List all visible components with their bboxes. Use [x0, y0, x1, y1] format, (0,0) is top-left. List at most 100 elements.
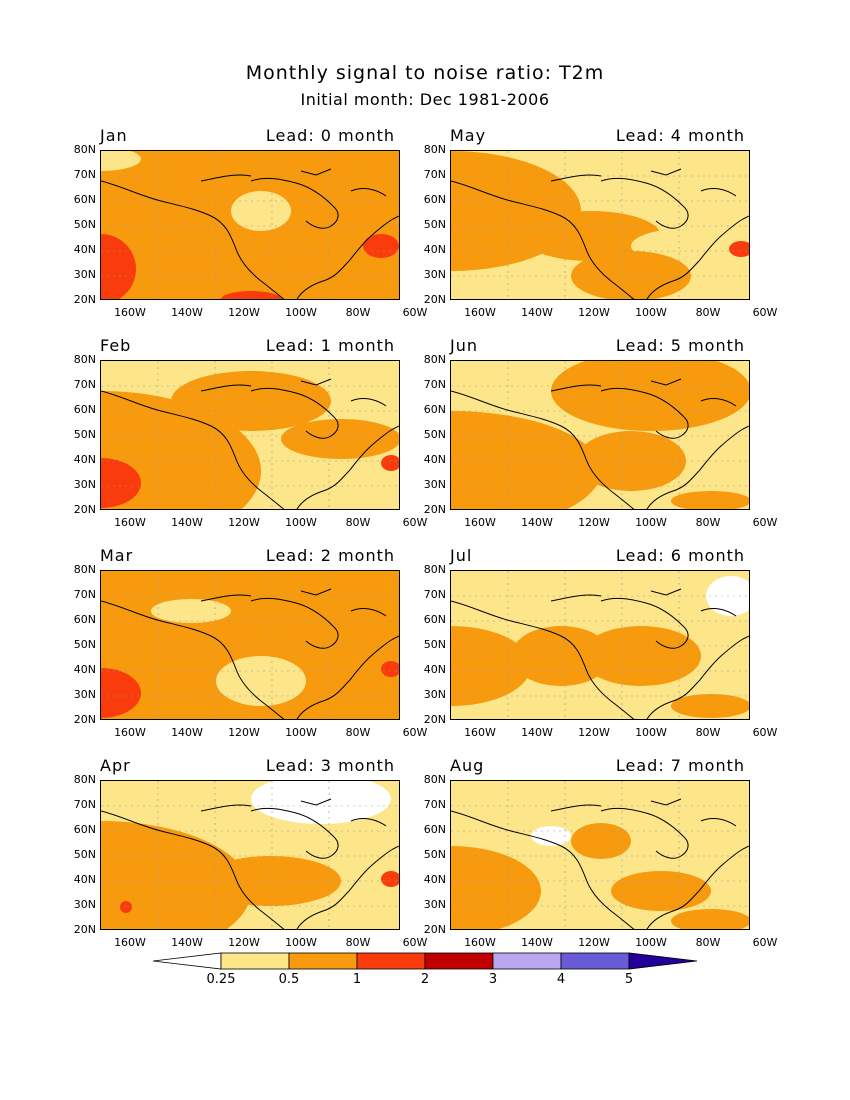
lon-tick-label: 100W: [285, 516, 317, 529]
lon-tick-label: 120W: [578, 306, 610, 319]
map-contour-region: [171, 371, 331, 431]
map-contour-region: [381, 661, 399, 677]
lon-tick-label: 140W: [171, 936, 203, 949]
lat-tick-label: 20N: [73, 923, 96, 936]
lon-tick-label: 160W: [114, 726, 146, 739]
lon-tick-label: 160W: [464, 306, 496, 319]
lon-tick-label: 160W: [464, 516, 496, 529]
map-contour-region: [521, 211, 661, 261]
lon-tick-label: 120W: [578, 726, 610, 739]
lat-tick-label: 50N: [423, 848, 446, 861]
lat-tick-label: 40N: [73, 873, 96, 886]
lon-tick-label: 60W: [752, 726, 778, 739]
map-contour-region: [571, 823, 631, 859]
colorbar-label: 3: [488, 972, 498, 987]
lat-tick-label: 50N: [423, 638, 446, 651]
lat-tick-label: 80N: [423, 773, 446, 786]
map-panel: [450, 150, 750, 300]
lat-tick-label: 40N: [423, 243, 446, 256]
lat-tick-label: 70N: [73, 588, 96, 601]
lon-tick-label: 80W: [345, 936, 371, 949]
lon-tick-label: 140W: [171, 306, 203, 319]
lon-tick-label: 60W: [402, 306, 428, 319]
lon-tick-label: 120W: [578, 516, 610, 529]
panel-lead-label: Lead: 3 month: [265, 756, 395, 775]
lon-tick-label: 120W: [228, 726, 260, 739]
map-panel: [100, 780, 400, 930]
lat-tick-label: 80N: [423, 563, 446, 576]
colorbar-segment: [220, 952, 290, 970]
lat-tick-label: 40N: [423, 453, 446, 466]
lon-tick-label: 160W: [114, 936, 146, 949]
map-contour-region: [729, 241, 749, 257]
map-panel: [450, 570, 750, 720]
map-panel: [100, 150, 400, 300]
figure-subtitle: Initial month: Dec 1981-2006: [300, 90, 550, 109]
map-contour-region: [381, 871, 399, 887]
panel-lead-label: Lead: 6 month: [615, 546, 745, 565]
lat-tick-label: 30N: [423, 898, 446, 911]
panel-month-label: Aug: [450, 756, 485, 775]
panel-lead-label: Lead: 2 month: [265, 546, 395, 565]
lon-tick-label: 160W: [114, 516, 146, 529]
lat-tick-label: 60N: [73, 823, 96, 836]
lat-tick-label: 40N: [423, 663, 446, 676]
lat-tick-label: 40N: [73, 453, 96, 466]
coastline: [101, 588, 399, 719]
lon-tick-label: 160W: [464, 726, 496, 739]
lat-tick-label: 80N: [423, 143, 446, 156]
figure-title: Monthly signal to noise ratio: T2m: [245, 62, 605, 84]
map-contour-region: [231, 191, 291, 231]
lon-tick-label: 100W: [635, 306, 667, 319]
lat-tick-label: 80N: [73, 353, 96, 366]
lat-tick-label: 50N: [73, 848, 96, 861]
lon-tick-label: 80W: [345, 306, 371, 319]
map-contour-region: [671, 491, 749, 509]
panel-lead-label: Lead: 5 month: [615, 336, 745, 355]
lon-tick-label: 60W: [402, 516, 428, 529]
map-contour-region: [671, 694, 749, 718]
lat-tick-label: 20N: [423, 293, 446, 306]
coastline: [451, 798, 749, 929]
lat-tick-label: 20N: [423, 713, 446, 726]
lon-tick-label: 80W: [695, 936, 721, 949]
lon-tick-label: 140W: [521, 936, 553, 949]
colorbar-segment: [492, 952, 562, 970]
lat-tick-label: 20N: [423, 923, 446, 936]
lat-tick-label: 60N: [423, 823, 446, 836]
colorbar-label: 4: [556, 972, 566, 987]
lon-tick-label: 120W: [578, 936, 610, 949]
lat-tick-label: 70N: [423, 378, 446, 391]
map-contour-region: [216, 656, 306, 706]
panel-month-label: Jan: [100, 126, 128, 145]
colorbar-segment: [356, 952, 426, 970]
colorbar-segment: [288, 952, 358, 970]
lon-tick-label: 100W: [285, 726, 317, 739]
lat-tick-label: 40N: [73, 243, 96, 256]
lat-tick-label: 20N: [73, 293, 96, 306]
lat-tick-label: 30N: [73, 898, 96, 911]
lon-tick-label: 60W: [752, 516, 778, 529]
map-contour-region: [101, 821, 251, 929]
map-panel: [100, 360, 400, 510]
lat-tick-label: 70N: [423, 168, 446, 181]
lon-tick-label: 120W: [228, 306, 260, 319]
lon-tick-label: 60W: [752, 936, 778, 949]
lon-tick-label: 60W: [402, 726, 428, 739]
map-contour-region: [101, 458, 141, 508]
lat-tick-label: 70N: [423, 588, 446, 601]
lat-tick-label: 80N: [73, 773, 96, 786]
lon-tick-label: 140W: [171, 516, 203, 529]
coastline: [451, 588, 749, 719]
lat-tick-label: 30N: [73, 688, 96, 701]
map-contour-region: [451, 846, 541, 929]
map-contour-region: [451, 411, 601, 509]
coastline: [451, 168, 749, 299]
colorbar-segment: [628, 952, 698, 970]
lon-tick-label: 100W: [285, 936, 317, 949]
lon-tick-label: 160W: [114, 306, 146, 319]
lon-tick-label: 140W: [171, 726, 203, 739]
lon-tick-label: 120W: [228, 516, 260, 529]
map-contour-region: [571, 251, 691, 299]
lon-tick-label: 140W: [521, 726, 553, 739]
